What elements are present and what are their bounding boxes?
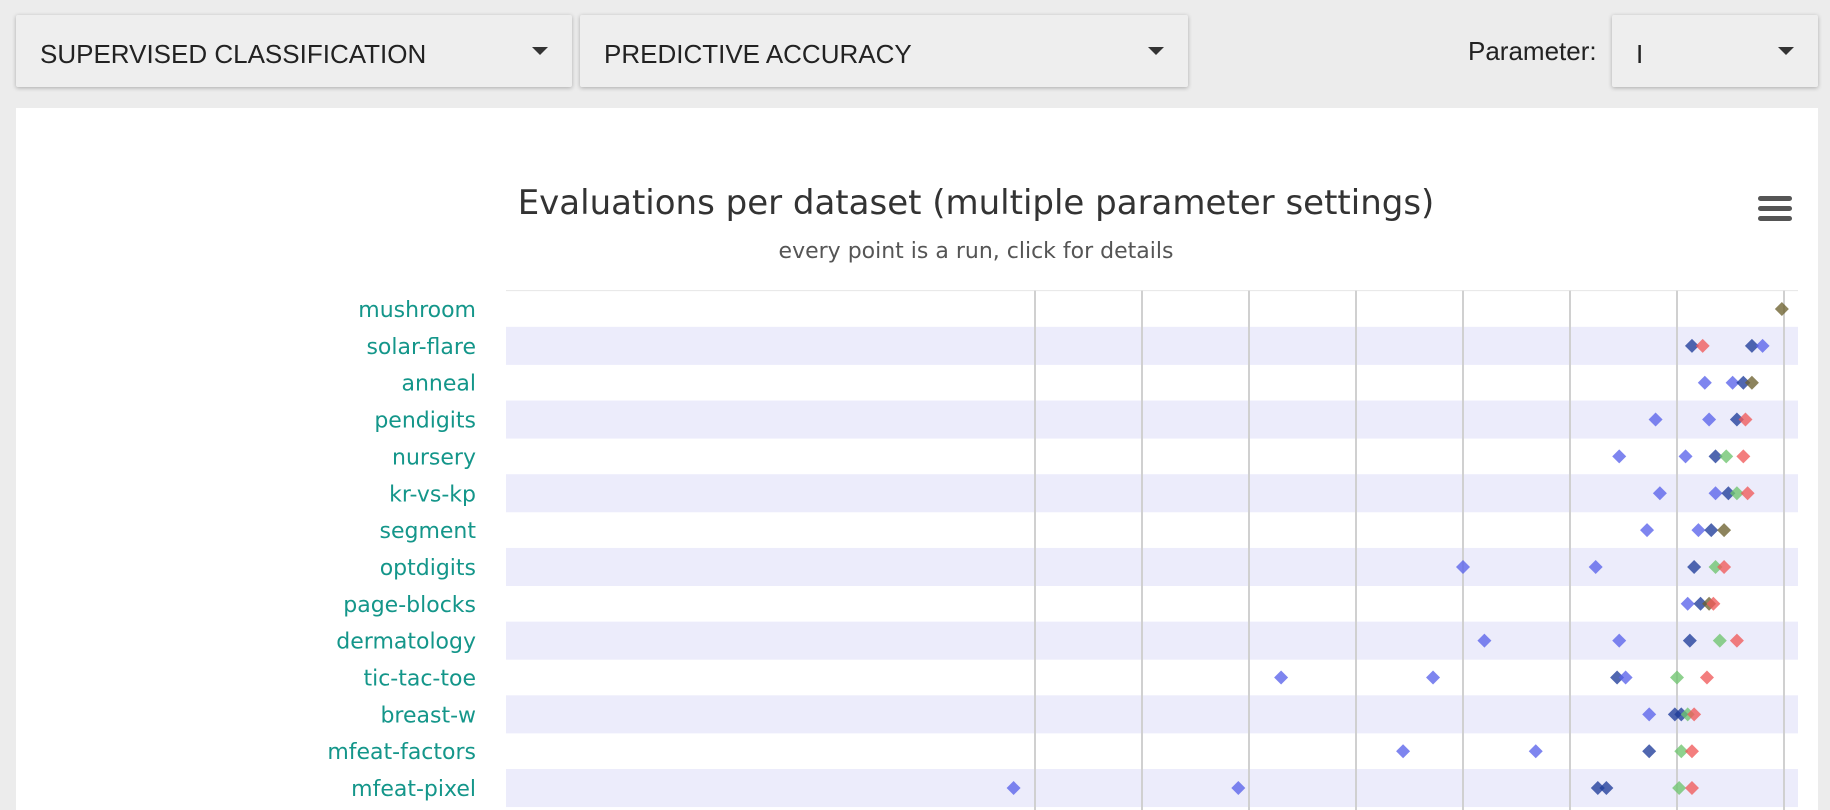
category-label-anneal[interactable]: anneal: [402, 372, 477, 397]
row-band: [506, 695, 1798, 734]
row-band: [506, 400, 1798, 439]
run-point[interactable]: [1706, 596, 1721, 611]
chart-panel: [16, 108, 1818, 810]
run-point[interactable]: [1599, 781, 1614, 796]
category-label-mushroom[interactable]: mushroom: [358, 298, 476, 323]
run-point[interactable]: [1588, 559, 1603, 574]
run-point[interactable]: [1708, 486, 1723, 501]
category-label-segment[interactable]: segment: [380, 519, 477, 544]
run-point[interactable]: [1612, 449, 1627, 464]
evaluation-measure-value: PREDICTIVE ACCURACY: [604, 39, 912, 69]
run-point[interactable]: [1528, 744, 1543, 759]
run-point[interactable]: [1652, 486, 1667, 501]
chevron-down-icon: [532, 47, 548, 55]
chart-subtitle: every point is a run, click for details: [779, 239, 1174, 264]
category-label-page-blocks[interactable]: page-blocks: [343, 593, 476, 618]
chevron-down-icon: [1148, 47, 1164, 55]
run-point[interactable]: [1648, 412, 1663, 427]
run-point[interactable]: [1774, 302, 1789, 316]
run-point[interactable]: [1712, 633, 1727, 648]
run-point[interactable]: [1717, 559, 1732, 574]
run-point[interactable]: [1729, 412, 1744, 427]
run-point[interactable]: [1697, 375, 1712, 390]
run-point[interactable]: [1672, 781, 1687, 796]
run-point[interactable]: [1396, 744, 1411, 759]
parameter-label: Parameter:: [1468, 36, 1597, 66]
run-point[interactable]: [1477, 633, 1492, 648]
run-point[interactable]: [1740, 486, 1755, 501]
parameter-value: I: [1636, 39, 1644, 69]
run-point[interactable]: [1708, 449, 1723, 464]
run-point[interactable]: [1231, 781, 1246, 796]
category-label-tic-tac-toe[interactable]: tic-tac-toe: [363, 667, 476, 692]
run-point[interactable]: [1590, 781, 1605, 796]
category-label-breast-w[interactable]: breast-w: [380, 703, 476, 728]
category-label-optdigits[interactable]: optdigits: [380, 556, 476, 581]
row-band: [506, 621, 1798, 660]
chevron-down-icon: [1778, 47, 1794, 55]
run-point[interactable]: [1719, 449, 1734, 464]
run-point[interactable]: [1736, 375, 1751, 390]
chart-menu-icon[interactable]: [1758, 196, 1792, 226]
parameter-dropdown[interactable]: I: [1612, 15, 1818, 87]
run-point[interactable]: [1642, 744, 1657, 759]
run-point[interactable]: [1699, 670, 1714, 685]
category-label-mfeat-factors[interactable]: mfeat-factors: [327, 740, 476, 765]
data-points: [1006, 302, 1789, 796]
run-point[interactable]: [1708, 559, 1723, 574]
run-point[interactable]: [1729, 633, 1744, 648]
row-band: [506, 326, 1798, 365]
category-label-mfeat-pixel[interactable]: mfeat-pixel: [351, 777, 476, 802]
run-point[interactable]: [1729, 486, 1744, 501]
run-point[interactable]: [1680, 596, 1695, 611]
category-label-pendigits[interactable]: pendigits: [374, 409, 476, 434]
run-point[interactable]: [1670, 670, 1684, 685]
run-point[interactable]: [1725, 375, 1740, 390]
row-band: [506, 547, 1798, 586]
row-band: [506, 474, 1798, 513]
grid-lines: [506, 290, 1798, 810]
run-point[interactable]: [1738, 412, 1753, 427]
run-point[interactable]: [1640, 523, 1655, 538]
run-point[interactable]: [1612, 633, 1627, 648]
run-point[interactable]: [1717, 523, 1732, 538]
run-point[interactable]: [1684, 781, 1699, 796]
task-type-dropdown[interactable]: SUPERVISED CLASSIFICATION: [16, 15, 572, 87]
run-point[interactable]: [1704, 523, 1719, 538]
category-label-dermatology[interactable]: dermatology: [336, 630, 476, 655]
run-point[interactable]: [1687, 707, 1702, 722]
evaluation-measure-dropdown[interactable]: PREDICTIVE ACCURACY: [580, 15, 1188, 87]
run-point[interactable]: [1426, 670, 1441, 685]
run-point[interactable]: [1684, 338, 1699, 353]
run-point[interactable]: [1006, 781, 1021, 796]
category-labels: mushroom solar-flare anneal pendigits nurser…: [327, 298, 476, 802]
row-bands: [506, 326, 1798, 808]
row-band: [506, 769, 1798, 808]
run-point[interactable]: [1456, 559, 1470, 574]
run-point[interactable]: [1755, 338, 1770, 353]
run-point[interactable]: [1642, 707, 1657, 722]
category-label-nursery[interactable]: nursery: [392, 445, 476, 470]
run-point[interactable]: [1682, 633, 1697, 648]
run-point[interactable]: [1693, 596, 1708, 611]
run-point[interactable]: [1274, 670, 1289, 685]
task-type-value: SUPERVISED CLASSIFICATION: [40, 39, 427, 69]
run-point[interactable]: [1674, 744, 1689, 759]
run-point[interactable]: [1691, 523, 1706, 538]
run-point[interactable]: [1721, 486, 1736, 501]
run-point[interactable]: [1695, 338, 1710, 353]
run-point[interactable]: [1684, 744, 1699, 759]
chart-title: Evaluations per dataset (multiple parame…: [518, 183, 1435, 223]
run-point[interactable]: [1744, 338, 1759, 353]
run-point[interactable]: [1687, 559, 1702, 574]
run-point[interactable]: [1744, 375, 1759, 390]
category-label-solar-flare[interactable]: solar-flare: [366, 335, 476, 360]
run-point[interactable]: [1610, 670, 1625, 685]
run-point[interactable]: [1678, 449, 1693, 464]
run-point[interactable]: [1702, 412, 1717, 427]
run-point[interactable]: [1618, 670, 1633, 685]
run-point[interactable]: [1736, 449, 1751, 464]
category-label-kr-vs-kp[interactable]: kr-vs-kp: [389, 482, 476, 507]
